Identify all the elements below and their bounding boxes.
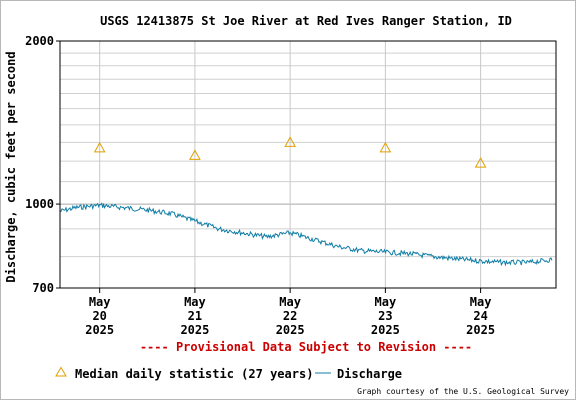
legend-triangle-icon (55, 366, 67, 377)
median-marker (189, 149, 201, 160)
discharge-line (59, 202, 553, 267)
x-tick-label: May (375, 295, 397, 309)
x-tick-label: May (184, 295, 206, 309)
x-tick-label: 2025 (276, 323, 305, 337)
median-marker (284, 136, 296, 147)
major-gridlines (60, 40, 556, 289)
provisional-notice: ---- Provisional Data Subject to Revisio… (140, 340, 472, 354)
legend-label-median: Median daily statistic (27 years) (75, 367, 313, 381)
plot-area-border (59, 40, 557, 289)
x-tick-label: 2025 (371, 323, 400, 337)
y-axis-ticks: 700 1000 2000 (25, 34, 60, 295)
y-axis-label: Discharge, cubic feet per second (4, 51, 18, 282)
x-tick-label: 22 (283, 309, 297, 323)
series-layer (59, 136, 553, 267)
legend-label-discharge: Discharge (337, 367, 402, 381)
x-tick-label: 24 (473, 309, 487, 323)
x-tick-label: May (470, 295, 492, 309)
chart-title: USGS 12413875 St Joe River at Red Ives R… (100, 14, 512, 28)
x-tick-label: 2025 (180, 323, 209, 337)
x-tick-label: May (279, 295, 301, 309)
x-tick-label: 21 (188, 309, 202, 323)
x-tick-label: May (89, 295, 111, 309)
legend: Median daily statistic (27 years) Discha… (55, 366, 402, 381)
minor-gridlines (60, 52, 556, 258)
x-tick-label: 20 (92, 309, 106, 323)
median-marker (93, 141, 106, 153)
y-tick-label: 700 (32, 281, 54, 295)
median-marker (474, 157, 487, 168)
y-tick-label: 1000 (25, 197, 54, 211)
x-tick-label: 2025 (85, 323, 114, 337)
median-marker (379, 141, 392, 153)
x-tick-label: 23 (378, 309, 392, 323)
credit-text: Graph courtesy of the U.S. Geological Su… (357, 387, 569, 396)
x-tick-label: 2025 (466, 323, 495, 337)
x-axis-ticks: May202025May212025May222025May232025May2… (85, 288, 495, 337)
y-tick-label: 2000 (25, 34, 54, 48)
